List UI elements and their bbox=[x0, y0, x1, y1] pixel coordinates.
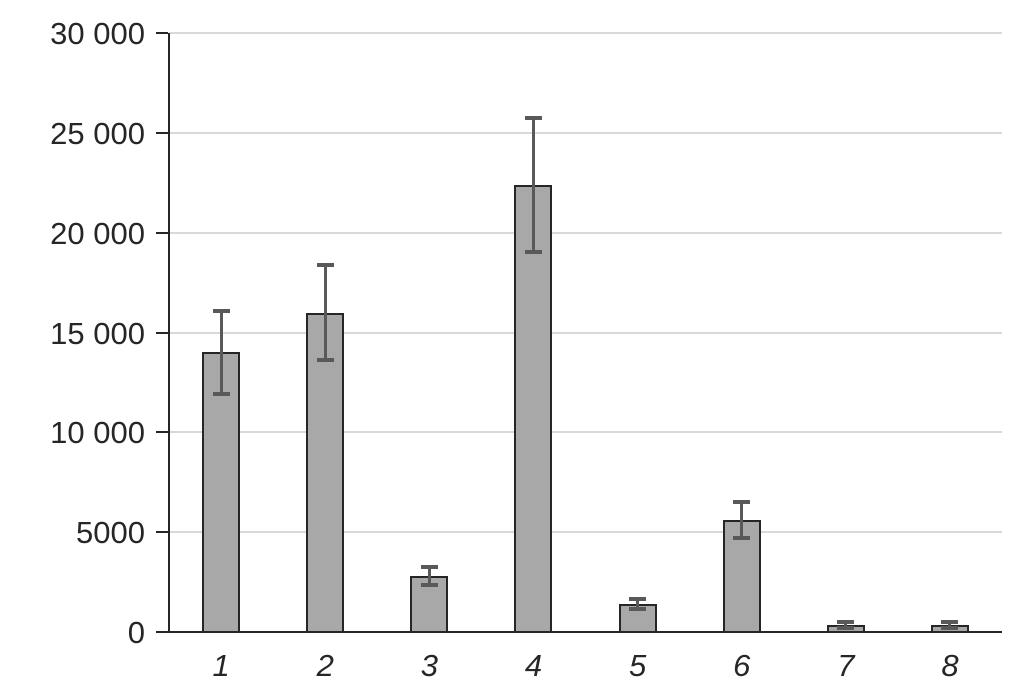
y-tick bbox=[156, 131, 168, 134]
error-bar-cap bbox=[316, 262, 334, 267]
y-tick bbox=[156, 231, 168, 234]
x-category-label: 3 bbox=[420, 648, 438, 683]
y-tick-label: 30 000 bbox=[50, 16, 145, 51]
y-tick bbox=[156, 331, 168, 334]
gridline bbox=[169, 131, 1002, 134]
y-tick-label: 25 000 bbox=[50, 115, 145, 151]
error-bar-cap bbox=[629, 607, 647, 612]
y-tick-label: 10 000 bbox=[50, 415, 145, 451]
error-bar-cap bbox=[524, 115, 542, 120]
gridline bbox=[169, 231, 1002, 234]
error-bar-cap bbox=[316, 358, 334, 363]
error-bar-cap bbox=[941, 626, 959, 630]
error-bar-cap bbox=[837, 626, 855, 630]
gridline bbox=[169, 531, 1002, 534]
x-category-label: 4 bbox=[524, 648, 543, 683]
plot-area bbox=[156, 32, 1002, 633]
error-bar-cap bbox=[837, 620, 855, 625]
y-tick-label: 15 000 bbox=[50, 315, 145, 351]
x-category-label: 5 bbox=[628, 648, 647, 683]
error-bar-line bbox=[948, 622, 952, 628]
error-bar-cap bbox=[212, 308, 230, 313]
x-category-label: 6 bbox=[733, 648, 751, 683]
error-bar-line bbox=[740, 502, 744, 539]
y-tick bbox=[156, 32, 168, 34]
y-tick bbox=[156, 531, 168, 534]
error-bar-line bbox=[323, 264, 327, 361]
error-bar-line bbox=[531, 117, 535, 252]
x-category-label: 8 bbox=[941, 648, 959, 683]
error-bar-line bbox=[219, 310, 223, 395]
error-bar-cap bbox=[524, 249, 542, 254]
error-bar-cap bbox=[212, 392, 230, 397]
y-axis-line bbox=[168, 33, 170, 632]
y-tick-label: 0 bbox=[127, 615, 145, 650]
bar bbox=[514, 184, 553, 632]
gridline bbox=[169, 331, 1002, 334]
error-bar-cap bbox=[941, 620, 959, 625]
error-bar-line bbox=[636, 599, 640, 610]
error-bar-line bbox=[844, 622, 848, 628]
y-tick-label: 20 000 bbox=[50, 215, 145, 251]
x-axis-line bbox=[156, 631, 1002, 633]
gridline bbox=[169, 431, 1002, 434]
error-bar-cap bbox=[420, 583, 438, 588]
y-tick-label: 5000 bbox=[76, 515, 145, 551]
error-bar-line bbox=[427, 567, 431, 586]
x-category-label: 7 bbox=[837, 648, 855, 683]
y-tick bbox=[156, 431, 168, 434]
error-bar-cap bbox=[733, 536, 751, 541]
error-bar-cap bbox=[629, 597, 647, 602]
gridline bbox=[169, 32, 1002, 34]
x-category-label: 1 bbox=[212, 648, 230, 683]
x-category-label: 2 bbox=[316, 648, 334, 683]
error-bar-cap bbox=[733, 500, 751, 505]
error-bar-cap bbox=[420, 565, 438, 570]
